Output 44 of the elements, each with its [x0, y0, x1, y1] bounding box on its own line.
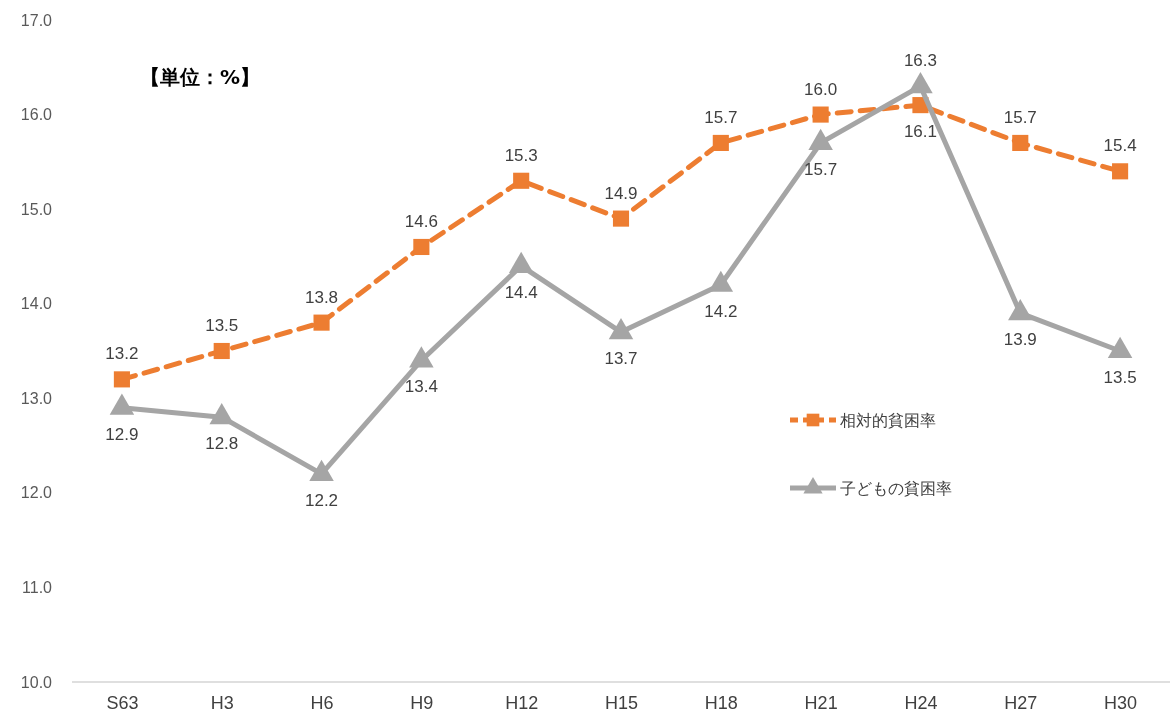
data-label: 16.3: [903, 51, 937, 71]
data-label: 12.2: [305, 490, 339, 510]
y-tick-label: 16.0: [20, 106, 53, 124]
data-label: 14.9: [604, 183, 638, 203]
x-tick-label: H12: [505, 692, 539, 713]
x-tick-label: H30: [1104, 692, 1138, 713]
data-label: 13.5: [205, 316, 239, 335]
y-tick-label: 10.0: [20, 673, 53, 691]
y-tick-label: 17.0: [20, 11, 53, 29]
data-label: 15.4: [1103, 136, 1137, 156]
y-tick-label: 12.0: [20, 484, 53, 502]
x-tick-label: H18: [704, 692, 738, 713]
data-label: 13.7: [604, 349, 638, 369]
x-tick-label: H15: [604, 692, 639, 713]
y-tick-label: 14.0: [20, 295, 53, 313]
x-tick-label: H24: [904, 692, 938, 713]
y-tick-label: 15.0: [20, 200, 53, 218]
y-tick-label: 11.0: [22, 579, 53, 597]
data-label: 15.7: [704, 107, 738, 127]
x-tick-label: H27: [1004, 692, 1038, 713]
data-label: 13.4: [404, 377, 438, 397]
legend-label: 相対的貧困率: [840, 411, 936, 430]
annotation: 【単位：%】: [140, 65, 261, 89]
x-tick-label: H21: [804, 692, 838, 713]
legend-label: 子どもの貧困率: [840, 479, 952, 498]
data-label: 14.2: [704, 301, 738, 321]
x-tick-label: H6: [310, 692, 334, 713]
data-label: 15.7: [804, 159, 838, 179]
data-label: 15.3: [504, 145, 538, 165]
data-label: 13.9: [1003, 330, 1037, 350]
y-tick-label: 13.0: [20, 389, 53, 407]
data-label: 14.6: [404, 211, 438, 231]
data-label: 16.1: [903, 122, 937, 142]
data-label: 13.2: [105, 344, 139, 364]
data-label: 16.0: [804, 79, 838, 99]
data-label: 13.8: [305, 287, 339, 307]
x-tick-label: H3: [210, 692, 234, 713]
data-label: 13.5: [1103, 368, 1137, 387]
data-label: 15.7: [1003, 107, 1037, 127]
x-tick-label: H9: [410, 692, 434, 713]
data-label: 14.4: [504, 282, 538, 302]
data-label: 12.9: [105, 424, 139, 444]
x-tick-label: S63: [106, 692, 139, 713]
data-label: 12.8: [205, 434, 239, 454]
